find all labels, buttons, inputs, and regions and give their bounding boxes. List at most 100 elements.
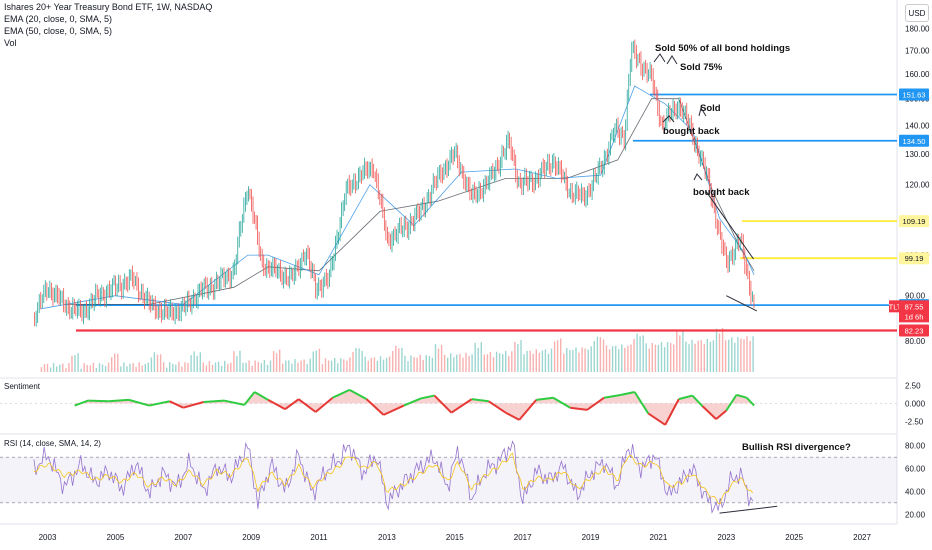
sentiment-segment (570, 406, 588, 411)
volume-bar (214, 362, 217, 372)
volume-bar (382, 359, 385, 372)
volume-bar (416, 357, 418, 372)
last-price-tag (899, 300, 929, 323)
volume-bar (709, 342, 712, 372)
volume-bar (199, 352, 201, 372)
volume-bar (104, 366, 107, 372)
volume-bar (621, 344, 623, 372)
ema20-legend: EMA (20, close, 0, SMA, 5) (4, 14, 113, 24)
volume-bar (712, 340, 715, 372)
volume-bar (178, 361, 180, 372)
volume-bar (275, 353, 278, 372)
volume-bar (340, 358, 342, 372)
volume-bar (511, 351, 513, 372)
volume-bar (205, 365, 208, 372)
sentiment-segment (349, 388, 368, 401)
sentiment-segment (701, 405, 717, 420)
last-price-label: 87.55 (905, 302, 924, 311)
volume-bar (639, 336, 641, 372)
volume-bar (578, 352, 580, 372)
sentiment-segment (536, 396, 554, 401)
volume-bar (431, 357, 434, 372)
annotation-arrow (666, 55, 678, 65)
volume-bar (153, 352, 156, 372)
volume-bar (175, 364, 177, 372)
sentiment-segment (715, 409, 727, 420)
currency-badge[interactable]: USD (905, 4, 929, 22)
volume-bar (508, 355, 510, 372)
volume-bar (691, 339, 693, 372)
volume-bar (263, 359, 266, 372)
time-tick-label: 2005 (106, 533, 124, 542)
volume-bar (462, 357, 464, 372)
volume-bar (422, 359, 424, 372)
volume-bar (254, 360, 256, 372)
volume-bar (502, 354, 504, 372)
volume-bar (162, 362, 165, 372)
sentiment-fill (74, 389, 755, 425)
rsi-tick-label: 20.00 (905, 510, 926, 519)
volume-bar (172, 363, 174, 372)
volume-bar (285, 360, 287, 372)
volume-bar (657, 344, 660, 372)
volume-bar (624, 347, 626, 372)
volume-bar (306, 363, 308, 372)
volume-bar (291, 363, 293, 372)
volume-bar (370, 357, 372, 372)
volume-bar (251, 365, 253, 372)
volume-bar (700, 340, 702, 372)
volume-bar (92, 362, 95, 372)
volume-bar (233, 351, 235, 372)
annotation-arrow (693, 173, 703, 181)
sentiment-segment (183, 401, 204, 409)
volume-bar (645, 343, 647, 372)
volume-bar (77, 353, 79, 372)
sentiment-segment (745, 397, 755, 407)
volume-bar (428, 356, 431, 372)
volume-bar (355, 348, 357, 372)
volume-bar (392, 351, 394, 372)
sentiment-segment (314, 396, 334, 413)
annotation-arrow (653, 53, 666, 63)
volume-bar (486, 354, 489, 372)
volume-bar (330, 360, 333, 372)
volume-bar (114, 353, 116, 372)
volume-bar (101, 364, 104, 372)
sentiment-segment (488, 400, 507, 414)
volume-bar (605, 345, 608, 372)
price-tick-label: 120.00 (905, 181, 930, 190)
volume-bar (239, 350, 241, 372)
volume-bar (584, 348, 586, 372)
level-tag (899, 88, 929, 101)
volume-bar (434, 344, 437, 372)
volume-bar (98, 363, 101, 372)
volume-bar (68, 363, 70, 372)
volume-bar (688, 344, 690, 372)
sentiment-segment (365, 398, 385, 416)
volume-bar (279, 349, 281, 372)
volume-bar (682, 331, 684, 372)
volume-bar (474, 342, 476, 372)
volume-bar (718, 333, 721, 372)
volume-bar (627, 345, 629, 372)
sentiment-segment (243, 391, 256, 406)
volume-bar (651, 342, 653, 372)
time-tick-label: 2027 (853, 533, 871, 542)
volume-bar (529, 350, 531, 372)
volume-bar (138, 362, 140, 372)
volume-bar (404, 355, 406, 372)
volume-bar (43, 364, 46, 372)
sentiment-tick-label: 0.000 (905, 399, 926, 408)
volume-bar (407, 361, 409, 372)
volume-bar (599, 337, 602, 372)
volume-bar (334, 358, 336, 372)
level-tag (899, 252, 929, 265)
volume-bar (367, 360, 369, 372)
volume-bar (556, 340, 559, 372)
volume-bar (731, 337, 733, 372)
volume-bar (517, 343, 519, 372)
volume-bar (459, 353, 461, 372)
volume-bar (740, 338, 742, 372)
volume-bar (224, 360, 226, 372)
